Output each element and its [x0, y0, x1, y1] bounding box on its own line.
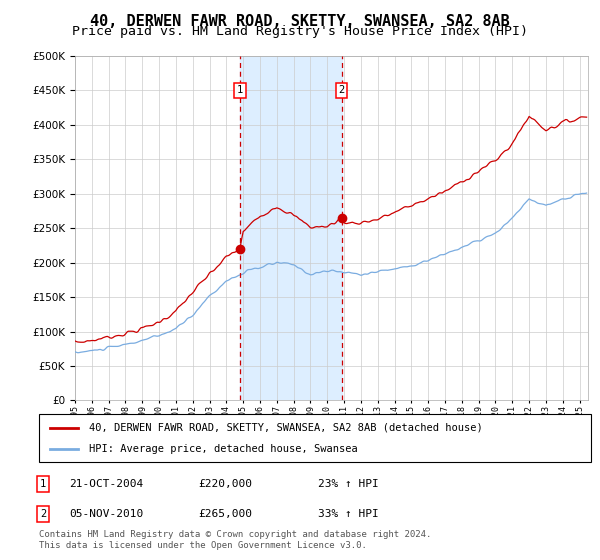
- Text: 23% ↑ HPI: 23% ↑ HPI: [318, 479, 379, 489]
- Text: 05-NOV-2010: 05-NOV-2010: [69, 509, 143, 519]
- Text: Price paid vs. HM Land Registry's House Price Index (HPI): Price paid vs. HM Land Registry's House …: [72, 25, 528, 38]
- Text: 21-OCT-2004: 21-OCT-2004: [69, 479, 143, 489]
- FancyBboxPatch shape: [39, 414, 591, 462]
- Text: HPI: Average price, detached house, Swansea: HPI: Average price, detached house, Swan…: [89, 444, 358, 454]
- Text: 33% ↑ HPI: 33% ↑ HPI: [318, 509, 379, 519]
- Text: 40, DERWEN FAWR ROAD, SKETTY, SWANSEA, SA2 8AB: 40, DERWEN FAWR ROAD, SKETTY, SWANSEA, S…: [90, 14, 510, 29]
- Text: £220,000: £220,000: [198, 479, 252, 489]
- Text: Contains HM Land Registry data © Crown copyright and database right 2024.: Contains HM Land Registry data © Crown c…: [39, 530, 431, 539]
- Text: 1: 1: [40, 479, 46, 489]
- Text: 2: 2: [40, 509, 46, 519]
- Bar: [240, 56, 341, 400]
- Text: £265,000: £265,000: [198, 509, 252, 519]
- Text: This data is licensed under the Open Government Licence v3.0.: This data is licensed under the Open Gov…: [39, 541, 367, 550]
- Text: 40, DERWEN FAWR ROAD, SKETTY, SWANSEA, SA2 8AB (detached house): 40, DERWEN FAWR ROAD, SKETTY, SWANSEA, S…: [89, 423, 482, 433]
- Text: 1: 1: [237, 86, 243, 95]
- Text: 2: 2: [338, 86, 345, 95]
